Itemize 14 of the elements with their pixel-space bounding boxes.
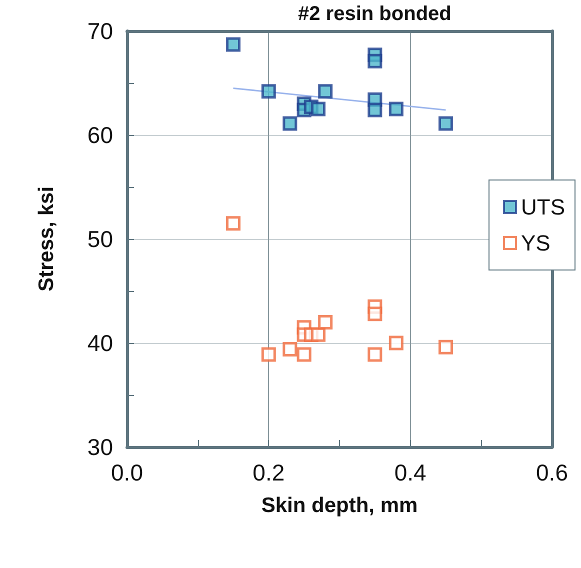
x-tick-label: 0.0 bbox=[111, 460, 143, 486]
legend-label: UTS bbox=[521, 194, 565, 220]
y-tick-label: 70 bbox=[87, 18, 113, 44]
legend-label: YS bbox=[521, 230, 550, 256]
x-axis-title: Skin depth, mm bbox=[261, 494, 418, 517]
y-axis-title: Stress, ksi bbox=[35, 186, 58, 292]
chart-title: #2 resin bonded bbox=[298, 3, 452, 25]
y-tick-label: 40 bbox=[87, 330, 113, 356]
x-tick-label: 0.6 bbox=[536, 460, 568, 486]
y-tick-label: 60 bbox=[87, 122, 113, 148]
y-tick-label: 30 bbox=[87, 434, 113, 460]
x-tick-label: 0.4 bbox=[394, 460, 427, 486]
y-tick-label: 50 bbox=[87, 226, 113, 252]
x-tick-label: 0.2 bbox=[252, 460, 285, 486]
